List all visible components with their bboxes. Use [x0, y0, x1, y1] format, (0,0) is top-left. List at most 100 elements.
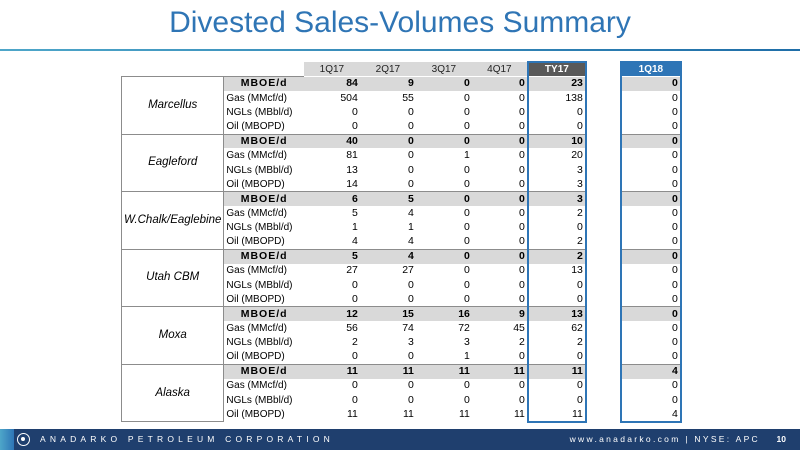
value-cell: 0 — [464, 264, 470, 277]
value-cell: 23 — [526, 75, 587, 91]
value-cell: 0 — [619, 133, 682, 149]
metric-label: Oil (MBOPD) — [226, 236, 285, 248]
column-header: 1Q18 — [619, 61, 682, 77]
value-cell: 72 — [458, 321, 470, 334]
value-cell: 0 — [464, 163, 470, 176]
column-gap — [586, 264, 621, 278]
mboe-label: MBOE/d — [223, 306, 304, 322]
column-gap — [586, 249, 621, 263]
column-gap — [586, 307, 621, 321]
value-cell: 504 — [340, 91, 358, 104]
value-cell: 0 — [352, 379, 358, 392]
value-cell: 0 — [526, 378, 587, 394]
region-name: Utah CBM — [120, 248, 225, 308]
value-cell: 0 — [415, 191, 472, 207]
value-cell: 11 — [458, 408, 470, 421]
value-cell: 0 — [619, 378, 682, 394]
value-cell: 3 — [408, 336, 414, 349]
value-cell: 0 — [619, 306, 682, 322]
value-cell: 4 — [619, 363, 682, 379]
value-cell: 0 — [464, 278, 470, 291]
value-cell: 3 — [526, 177, 587, 192]
value-cell: 12 — [303, 306, 360, 322]
value-cell: 0 — [619, 335, 682, 350]
value-cell: 84 — [303, 75, 360, 91]
value-cell: 0 — [519, 206, 525, 219]
value-cell: 4 — [408, 235, 414, 248]
mboe-label: MBOE/d — [223, 363, 304, 379]
value-cell: 15 — [359, 306, 416, 322]
value-cell: 0 — [408, 163, 414, 176]
value-cell: 2 — [526, 206, 587, 221]
value-cell: 5 — [303, 248, 360, 264]
value-cell: 0 — [519, 292, 525, 305]
value-cell: 0 — [619, 393, 682, 408]
value-cell: 0 — [471, 191, 528, 207]
table-row: Oil (MBOPD) 0 0 0 0 0 0 — [122, 119, 682, 135]
value-cell: 0 — [352, 105, 358, 118]
region-name: Moxa — [120, 306, 225, 365]
value-cell: 9 — [359, 75, 416, 91]
value-cell: 2 — [526, 248, 587, 264]
value-cell: 5 — [359, 191, 416, 207]
table-row: W.Chalk/Eaglebine MBOE/d 6 5 0 0 3 0 — [120, 191, 682, 250]
column-gap — [586, 120, 621, 134]
metric-label: Gas (MMcf/d) — [226, 380, 287, 392]
value-cell: 0 — [415, 248, 472, 264]
column-header: TY17 — [526, 61, 587, 77]
value-cell: 0 — [408, 120, 414, 133]
column-gap — [586, 407, 621, 421]
region-name: Marcellus — [120, 76, 225, 135]
region-name: Alaska — [120, 363, 225, 423]
value-cell: 0 — [471, 133, 528, 149]
value-cell: 0 — [408, 350, 414, 363]
value-cell: 11 — [526, 363, 587, 379]
column-gap — [586, 220, 621, 234]
table-row: NGLs (MBbl/d) 0 0 0 0 0 0 — [122, 393, 682, 408]
value-cell: 0 — [519, 149, 525, 162]
anadarko-logo-icon — [17, 433, 30, 446]
value-cell: 0 — [619, 349, 682, 365]
value-cell: 0 — [519, 221, 525, 234]
value-cell: 81 — [346, 149, 358, 162]
metric-label: Oil (MBOPD) — [226, 409, 285, 421]
value-cell: 27 — [402, 264, 414, 277]
value-cell: 11 — [471, 363, 528, 379]
value-cell: 4 — [359, 248, 416, 264]
table-row: Oil (MBOPD) 4 4 0 0 2 0 — [122, 234, 682, 250]
metric-label: Oil (MBOPD) — [226, 121, 285, 133]
value-cell: 11 — [359, 363, 416, 379]
table-row: Gas (MMcf/d) 0 0 0 0 0 0 — [122, 378, 682, 394]
value-cell: 0 — [415, 133, 472, 149]
metric-label: NGLs (MBbl/d) — [226, 222, 293, 234]
value-cell: 13 — [526, 263, 587, 278]
value-cell: 9 — [471, 306, 528, 322]
value-cell: 0 — [619, 263, 682, 278]
value-cell: 0 — [415, 75, 472, 91]
header-spacer — [122, 62, 224, 77]
value-cell: 74 — [402, 321, 414, 334]
column-gap — [586, 91, 621, 105]
value-cell: 0 — [619, 105, 682, 120]
value-cell: 0 — [519, 350, 525, 363]
metric-label: Gas (MMcf/d) — [226, 265, 287, 277]
column-header: 3Q17 — [415, 62, 472, 77]
column-header: 1Q17 — [303, 62, 360, 77]
value-cell: 0 — [526, 119, 587, 135]
value-cell: 0 — [519, 177, 525, 190]
value-cell: 0 — [352, 393, 358, 406]
table-row: Eagleford MBOE/d 40 0 0 0 10 0 — [120, 133, 682, 193]
column-gap — [586, 192, 621, 206]
value-cell: 0 — [619, 119, 682, 135]
metric-label: Gas (MMcf/d) — [226, 150, 287, 162]
value-cell: 0 — [464, 105, 470, 118]
value-cell: 40 — [303, 133, 360, 149]
footer-accent — [0, 429, 14, 450]
table-row: Oil (MBOPD) 11 11 11 11 11 4 — [122, 407, 682, 423]
column-gap — [586, 235, 621, 249]
column-gap — [586, 206, 621, 220]
table-row: Utah CBM MBOE/d 5 4 0 0 2 0 — [120, 248, 682, 308]
value-cell: 0 — [619, 277, 682, 293]
column-gap — [586, 148, 621, 162]
title-divider — [0, 49, 800, 51]
